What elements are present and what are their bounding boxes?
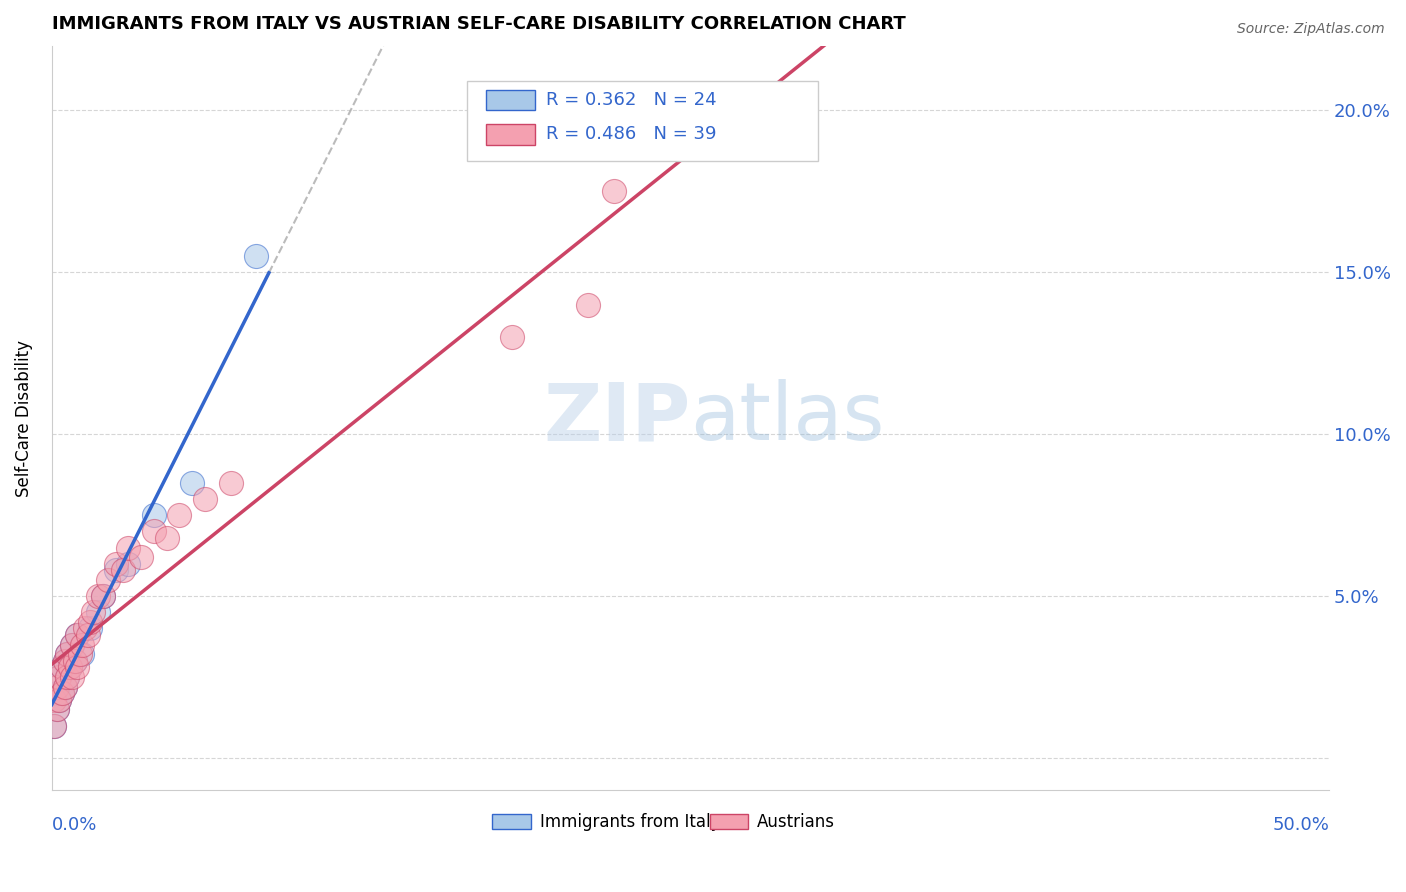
Text: 0.0%: 0.0% — [52, 816, 97, 834]
Bar — [486, 89, 534, 111]
Point — [117, 557, 139, 571]
Point — [53, 654, 76, 668]
Point — [51, 660, 73, 674]
Text: Source: ZipAtlas.com: Source: ZipAtlas.com — [1237, 22, 1385, 37]
Point — [117, 541, 139, 555]
Point — [56, 670, 79, 684]
Point — [91, 589, 114, 603]
Point — [56, 648, 79, 662]
Point — [156, 531, 179, 545]
Point — [79, 615, 101, 629]
Point — [53, 680, 76, 694]
Point — [48, 692, 70, 706]
Point — [44, 718, 66, 732]
Point — [129, 550, 152, 565]
Point — [79, 622, 101, 636]
Point — [194, 491, 217, 506]
Point — [63, 654, 86, 668]
Point — [82, 605, 104, 619]
Point — [142, 524, 165, 539]
Y-axis label: Self-Care Disability: Self-Care Disability — [15, 340, 32, 497]
Point — [45, 686, 67, 700]
Point — [87, 605, 110, 619]
Point — [87, 589, 110, 603]
Point — [603, 185, 626, 199]
Point — [60, 670, 83, 684]
Point — [51, 686, 73, 700]
Point — [48, 692, 70, 706]
Point — [48, 670, 70, 684]
Point — [48, 670, 70, 684]
Text: R = 0.362   N = 24: R = 0.362 N = 24 — [546, 91, 717, 109]
Bar — [486, 124, 534, 145]
Point — [169, 508, 191, 523]
Point — [72, 638, 94, 652]
Point — [66, 628, 89, 642]
Point — [142, 508, 165, 523]
Text: ZIP: ZIP — [543, 379, 690, 457]
Text: Immigrants from Italy: Immigrants from Italy — [540, 813, 720, 830]
Point — [53, 654, 76, 668]
Point — [501, 330, 523, 344]
Point — [53, 680, 76, 694]
Point — [60, 638, 83, 652]
Point — [59, 660, 82, 674]
Point — [181, 475, 204, 490]
Point — [576, 298, 599, 312]
Point — [76, 628, 98, 642]
Point — [245, 249, 267, 263]
Text: 50.0%: 50.0% — [1272, 816, 1329, 834]
Point — [45, 702, 67, 716]
Point — [97, 573, 120, 587]
Point — [219, 475, 242, 490]
Point — [91, 589, 114, 603]
Point — [45, 680, 67, 694]
Point — [44, 692, 66, 706]
Point — [112, 563, 135, 577]
Point — [69, 648, 91, 662]
Point — [44, 718, 66, 732]
Point — [104, 557, 127, 571]
Text: IMMIGRANTS FROM ITALY VS AUSTRIAN SELF-CARE DISABILITY CORRELATION CHART: IMMIGRANTS FROM ITALY VS AUSTRIAN SELF-C… — [52, 15, 905, 33]
Point — [60, 638, 83, 652]
Point — [66, 660, 89, 674]
Point — [45, 702, 67, 716]
Point — [104, 563, 127, 577]
Point — [51, 686, 73, 700]
Point — [56, 670, 79, 684]
Point — [73, 622, 96, 636]
FancyBboxPatch shape — [467, 80, 818, 161]
Text: Austrians: Austrians — [756, 813, 835, 830]
Text: R = 0.486   N = 39: R = 0.486 N = 39 — [546, 125, 717, 144]
Point — [51, 660, 73, 674]
Point — [59, 660, 82, 674]
Point — [63, 654, 86, 668]
Text: atlas: atlas — [690, 379, 884, 457]
Point — [72, 648, 94, 662]
Bar — [710, 814, 748, 829]
Point — [66, 628, 89, 642]
Point — [56, 648, 79, 662]
Bar — [492, 814, 531, 829]
